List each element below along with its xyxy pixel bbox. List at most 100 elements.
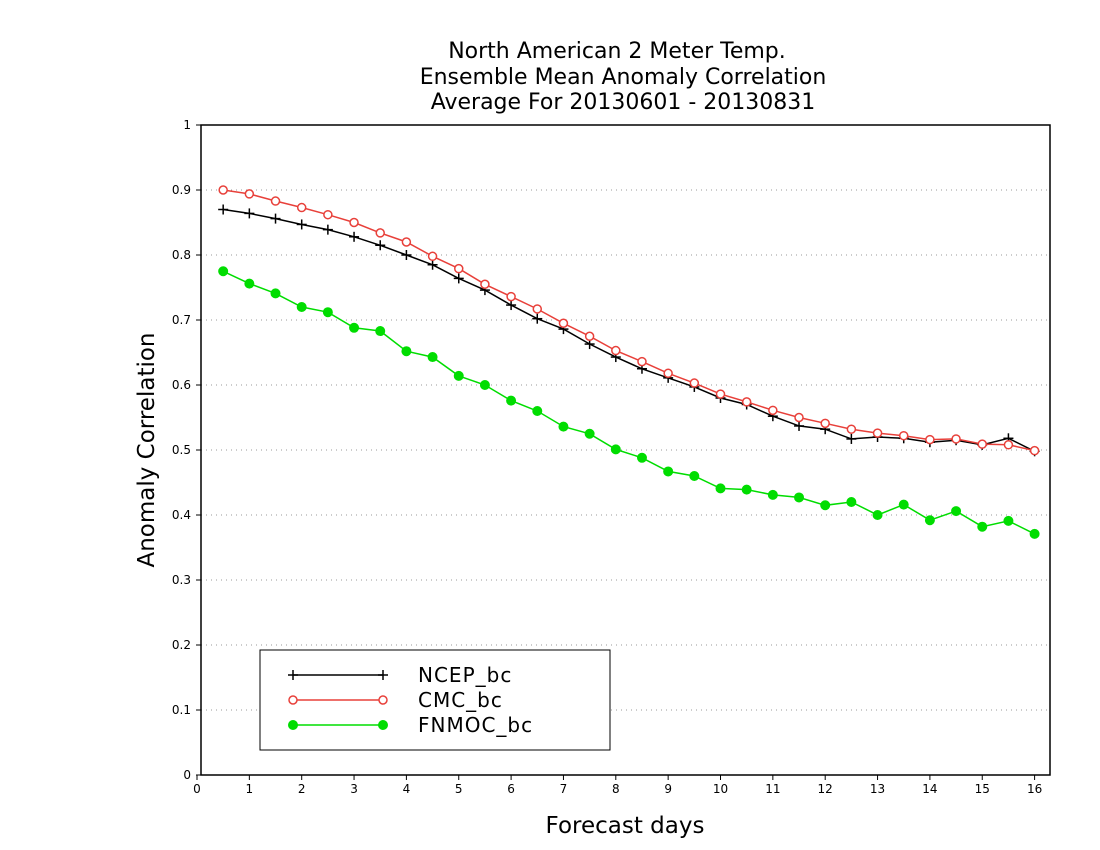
x-tick-label: 3	[350, 782, 358, 796]
data-point	[611, 345, 621, 356]
x-tick-label: 7	[560, 782, 568, 796]
data-point	[453, 370, 464, 381]
data-point	[427, 251, 438, 262]
data-point	[689, 378, 700, 388]
chart-title-line-1: North American 2 Meter Temp.	[448, 39, 786, 64]
data-point	[480, 279, 490, 289]
x-tick-label: 6	[507, 782, 515, 796]
data-point	[378, 670, 388, 680]
x-tick-label: 11	[765, 782, 780, 796]
y-tick-label: 0.2	[172, 638, 191, 652]
data-point	[1029, 528, 1040, 539]
series-layer	[218, 185, 1040, 539]
data-point	[637, 356, 647, 367]
data-point	[1029, 445, 1040, 456]
axis-ticks: 00.10.20.30.40.50.60.70.80.910 1 2 3 4 5 6 7 8 9 1…	[172, 118, 1042, 796]
y-tick-label: 0.6	[172, 378, 191, 392]
data-point	[401, 250, 412, 260]
data-point	[506, 291, 516, 302]
y-tick-label: 0.3	[172, 573, 191, 587]
data-point	[479, 380, 490, 390]
x-tick-label: 4	[403, 782, 411, 796]
data-point	[349, 217, 359, 228]
data-point	[401, 237, 412, 247]
data-point	[296, 219, 307, 230]
chart-title-line-2: Ensemble Mean Anomaly Correlation	[420, 65, 827, 90]
data-point	[924, 515, 935, 526]
y-tick-label: 0.7	[172, 313, 191, 327]
data-point	[636, 452, 647, 463]
data-point	[898, 499, 909, 510]
data-point	[506, 300, 517, 311]
x-tick-label: 8	[612, 782, 620, 796]
data-point	[244, 208, 255, 219]
data-point	[427, 259, 438, 270]
data-point	[532, 304, 543, 314]
data-point	[427, 352, 438, 363]
data-point	[951, 434, 961, 444]
data-point	[244, 278, 255, 289]
legend-label: CMC_bc	[418, 688, 503, 712]
data-point	[610, 444, 621, 455]
data-point	[977, 521, 988, 532]
data-point	[378, 720, 388, 730]
data-point	[288, 670, 298, 680]
data-point	[715, 483, 726, 494]
plot-frame	[200, 124, 1051, 776]
series-cmc-bc	[218, 185, 1040, 456]
data-point	[977, 439, 987, 449]
data-point	[794, 492, 805, 503]
y-axis-label: Anomaly Correlation	[134, 332, 160, 567]
data-point	[454, 263, 464, 274]
data-point	[506, 395, 517, 406]
data-point	[378, 695, 388, 705]
data-point	[532, 406, 543, 416]
data-point	[584, 428, 595, 439]
data-point	[663, 368, 673, 379]
x-tick-label: 15	[975, 782, 990, 796]
x-tick-label: 14	[922, 782, 937, 796]
data-point	[218, 185, 228, 195]
data-point	[872, 510, 883, 520]
legend-item-fnmoc-bc: FNMOC_bc	[288, 713, 532, 737]
data-point	[820, 500, 831, 511]
data-point	[846, 433, 857, 444]
data-point	[453, 273, 464, 284]
data-point	[218, 266, 229, 277]
data-point	[846, 424, 857, 434]
data-point	[375, 228, 385, 238]
data-point	[558, 318, 569, 328]
x-tick-label: 1	[246, 782, 254, 796]
data-point	[872, 428, 883, 438]
data-point	[767, 489, 778, 500]
y-tick-label: 0.9	[172, 183, 191, 197]
data-point	[794, 412, 804, 423]
y-tick-label: 0.4	[172, 508, 191, 522]
y-tick-label: 1	[183, 118, 191, 132]
data-point	[741, 397, 752, 407]
data-point	[1003, 440, 1014, 450]
y-tick-label: 0	[183, 768, 191, 782]
x-tick-label: 2	[298, 782, 306, 796]
data-point	[296, 202, 307, 213]
data-point	[925, 434, 935, 445]
data-point	[768, 405, 778, 416]
data-point	[846, 497, 857, 507]
x-tick-label: 9	[664, 782, 672, 796]
y-tick-label: 0.1	[172, 703, 191, 717]
y-tick-label: 0.8	[172, 248, 191, 262]
x-tick-label: 10	[713, 782, 728, 796]
data-point	[288, 695, 298, 705]
x-tick-label: 0	[193, 782, 201, 796]
data-point	[401, 346, 412, 357]
data-point	[349, 322, 360, 333]
data-point	[296, 302, 307, 312]
data-point	[218, 204, 229, 215]
data-point	[532, 313, 543, 324]
data-point	[1003, 515, 1014, 526]
data-point	[663, 466, 674, 477]
x-tick-label: 13	[870, 782, 885, 796]
data-point	[270, 213, 281, 224]
